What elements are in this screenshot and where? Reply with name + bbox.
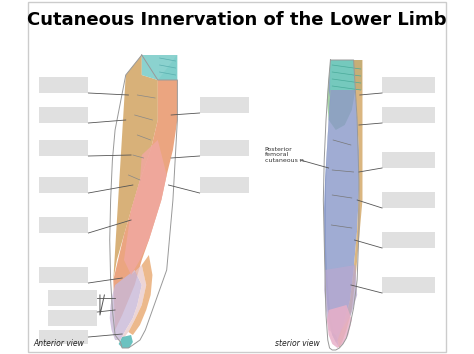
Bar	[39, 217, 88, 233]
Bar	[39, 140, 88, 156]
Bar	[39, 107, 88, 123]
Bar	[382, 77, 436, 93]
Bar	[382, 277, 436, 293]
Polygon shape	[327, 305, 352, 348]
Polygon shape	[324, 265, 357, 335]
Bar	[200, 97, 248, 113]
Bar	[48, 290, 97, 306]
Polygon shape	[118, 335, 133, 348]
Bar	[39, 267, 88, 283]
Polygon shape	[324, 60, 339, 348]
Polygon shape	[120, 265, 146, 340]
Bar	[39, 77, 88, 93]
Polygon shape	[142, 55, 177, 80]
Bar	[39, 177, 88, 193]
Bar	[39, 330, 88, 344]
Polygon shape	[324, 90, 359, 342]
Polygon shape	[113, 80, 177, 330]
Polygon shape	[110, 270, 142, 340]
Text: sterior view: sterior view	[275, 339, 320, 348]
Bar	[382, 152, 436, 168]
Polygon shape	[128, 255, 153, 335]
Text: Cutaneous Innervation of the Lower Limb: Cutaneous Innervation of the Lower Limb	[27, 11, 447, 29]
Polygon shape	[337, 60, 363, 348]
Polygon shape	[124, 140, 167, 275]
Bar	[48, 310, 97, 326]
Bar	[200, 177, 248, 193]
Text: Posterior
femoral
cutaneous n.: Posterior femoral cutaneous n.	[264, 147, 305, 163]
Polygon shape	[158, 55, 177, 80]
Bar	[382, 192, 436, 208]
Text: Anterior view: Anterior view	[33, 339, 84, 348]
Bar	[382, 232, 436, 248]
Bar	[382, 107, 436, 123]
Polygon shape	[113, 55, 158, 280]
Polygon shape	[330, 60, 363, 90]
Polygon shape	[327, 60, 356, 130]
Bar	[200, 140, 248, 156]
